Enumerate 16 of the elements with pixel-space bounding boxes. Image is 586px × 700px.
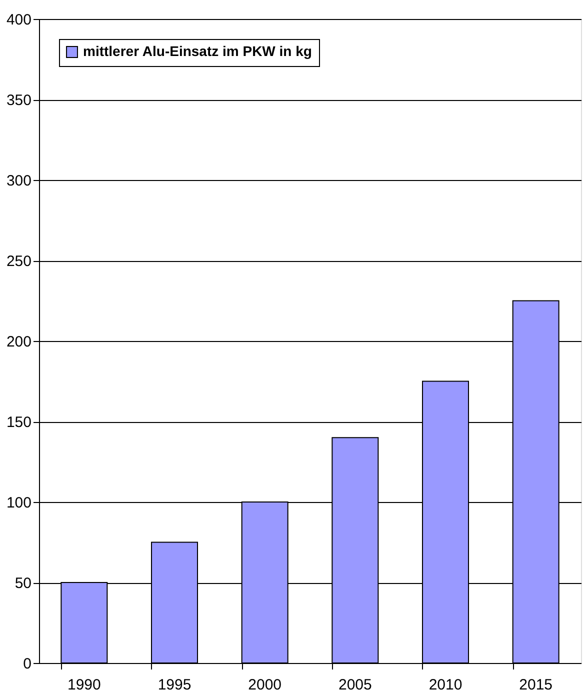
x-tick-label: 2000 bbox=[248, 676, 282, 694]
legend-label: mittlerer Alu-Einsatz im PKW in kg bbox=[83, 43, 312, 59]
y-tick-label: 150 bbox=[6, 414, 32, 431]
y-tick-label: 100 bbox=[6, 494, 32, 512]
x-tick-label: 1990 bbox=[67, 676, 101, 694]
y-tick-label: 400 bbox=[6, 12, 32, 28]
x-tick-label: 2010 bbox=[428, 676, 462, 694]
y-tick-label: 200 bbox=[6, 334, 32, 350]
x-tick-label: 1995 bbox=[158, 676, 192, 694]
y-tick-label: 50 bbox=[14, 575, 32, 592]
x-tick-label: 2015 bbox=[519, 676, 553, 694]
y-tick-label: 0 bbox=[23, 656, 32, 672]
y-tick-label: 350 bbox=[6, 92, 32, 109]
y-tick-label: 250 bbox=[6, 253, 32, 270]
x-tick-label: 2005 bbox=[338, 676, 372, 694]
y-tick-label: 300 bbox=[6, 172, 32, 190]
